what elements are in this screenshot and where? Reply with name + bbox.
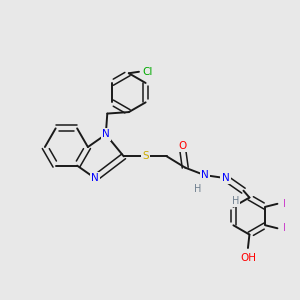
Text: O: O — [178, 141, 186, 151]
Text: Cl: Cl — [143, 67, 153, 77]
Text: I: I — [283, 223, 286, 233]
Text: N: N — [201, 170, 208, 180]
Text: N: N — [222, 173, 230, 183]
Text: I: I — [283, 199, 286, 209]
Text: N: N — [102, 130, 110, 140]
Text: H: H — [194, 184, 202, 194]
Text: S: S — [142, 151, 148, 161]
Text: N: N — [91, 173, 99, 183]
Text: H: H — [232, 196, 240, 206]
Text: OH: OH — [240, 253, 256, 262]
